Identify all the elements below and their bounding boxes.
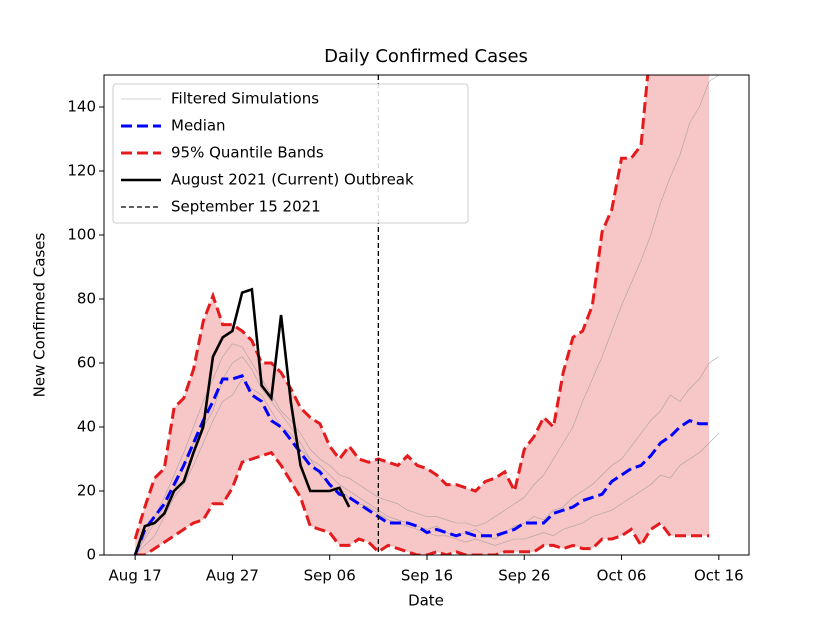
chart-title: Daily Confirmed Cases [324, 46, 528, 67]
y-tick-label: 0 [86, 546, 96, 564]
x-tick-label: Sep 26 [498, 567, 550, 585]
y-tick-label: 140 [67, 98, 96, 116]
y-tick-label: 100 [67, 226, 96, 244]
x-tick-label: Sep 16 [401, 567, 453, 585]
outbreak-line [133, 287, 351, 555]
y-tick-label: 20 [77, 482, 96, 500]
upper-band-line [133, 75, 650, 540]
legend-label: 95% Quantile Bands [171, 144, 324, 162]
band-fill [135, 75, 710, 555]
x-tick-label: Sep 06 [304, 567, 356, 585]
legend-label: September 15 2021 [171, 198, 321, 216]
simulation-line [134, 356, 720, 555]
x-tick-label: Oct 16 [694, 567, 744, 585]
legend-label: Median [171, 117, 226, 135]
y-axis-label: New Confirmed Cases [31, 232, 49, 397]
y-tick-label: 120 [67, 162, 96, 180]
simulation-line [134, 75, 720, 555]
y-tick-label: 60 [77, 354, 96, 372]
y-tick-label: 80 [77, 290, 96, 308]
legend: Filtered Simulations Median 95% Quantile B… [112, 83, 469, 224]
legend-box [112, 83, 469, 224]
lower-band-line [135, 450, 710, 555]
median-line [133, 373, 710, 555]
legend-label: Filtered Simulations [171, 90, 319, 108]
x-tick-label: Oct 06 [597, 567, 647, 585]
y-tick-label: 40 [77, 418, 96, 436]
legend-label: August 2021 (Current) Outbreak [171, 171, 414, 189]
x-tick-label: Aug 17 [109, 567, 162, 585]
x-axis-label: Date [408, 592, 444, 610]
x-tick-label: Aug 27 [206, 567, 259, 585]
